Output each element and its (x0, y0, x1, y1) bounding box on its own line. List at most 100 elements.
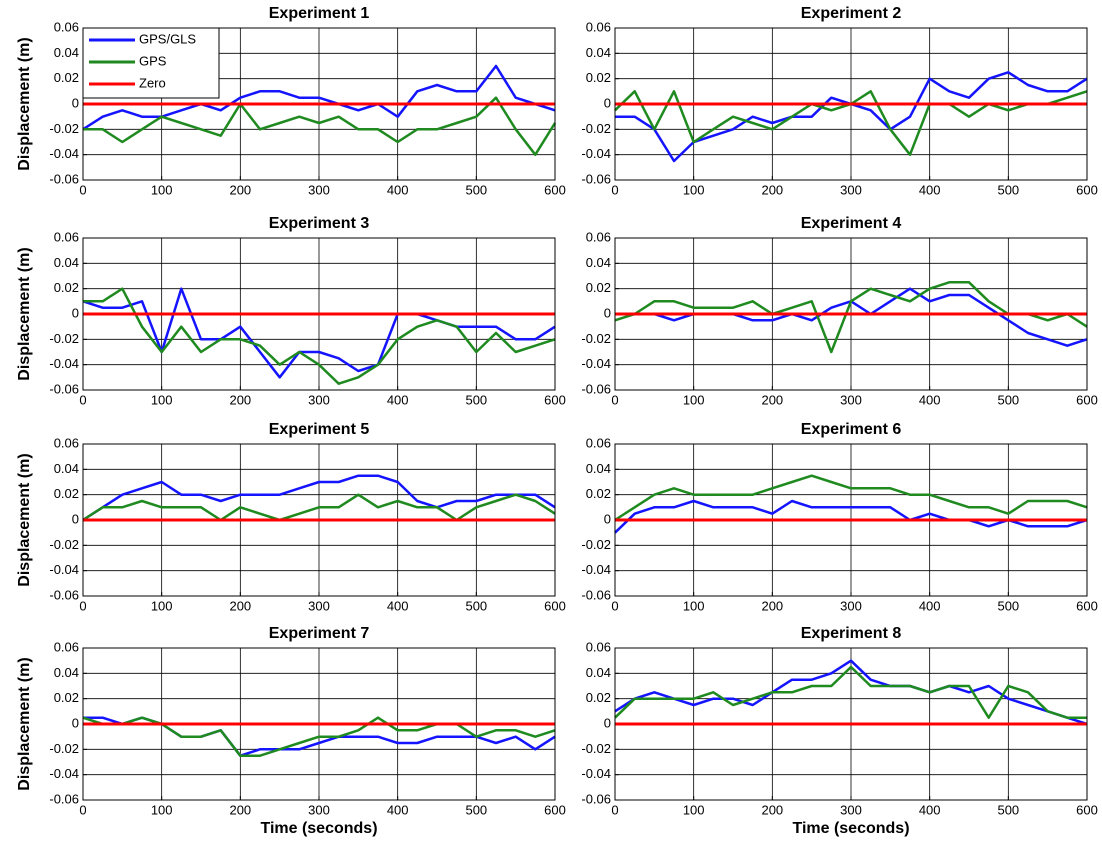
x-tick-label: 0 (611, 802, 618, 817)
chart-title: Experiment 8 (801, 625, 902, 642)
series-line (83, 96, 557, 156)
y-tick-label: 0.06 (586, 229, 611, 244)
x-tick-label: 400 (919, 182, 941, 197)
y-tick-label: 0.06 (54, 229, 79, 244)
x-tick-label: 600 (544, 182, 566, 197)
plot-frame (82, 647, 556, 801)
x-tick-label: 300 (308, 598, 330, 613)
y-tick-label: 0.02 (54, 280, 79, 295)
chart-title: Experiment 6 (801, 421, 902, 438)
y-tick-label: -0.06 (49, 381, 79, 396)
chart-title: Experiment 2 (801, 5, 902, 22)
legend-label: Zero (139, 75, 166, 90)
x-tick-label: 300 (840, 802, 862, 817)
x-tick-label: 100 (151, 182, 173, 197)
x-tick-label: 200 (229, 392, 251, 407)
x-tick-label: 400 (387, 392, 409, 407)
y-tick-label: 0.04 (586, 45, 611, 60)
chart-title: Experiment 5 (269, 421, 370, 438)
x-tick-label: 400 (919, 802, 941, 817)
y-tick-label: -0.04 (581, 356, 611, 371)
x-tick-label: 200 (229, 598, 251, 613)
y-tick-label: -0.02 (581, 331, 611, 346)
x-tick-label: 600 (1076, 392, 1098, 407)
x-axis-label: Time (seconds) (792, 820, 909, 837)
y-tick-label: 0.02 (586, 690, 611, 705)
y-tick-label: -0.06 (49, 171, 79, 186)
chart-title: Experiment 4 (801, 215, 902, 232)
y-tick-label: 0.06 (586, 639, 611, 654)
y-axis-label: Displacement (m) (16, 247, 33, 380)
x-tick-label: 0 (611, 598, 618, 613)
x-tick-label: 200 (761, 392, 783, 407)
y-tick-label: 0.06 (54, 435, 79, 450)
plot-frame (614, 443, 1088, 597)
y-tick-label: 0.04 (54, 461, 79, 476)
x-tick-label: 100 (683, 392, 705, 407)
x-tick-label: 200 (761, 182, 783, 197)
y-tick-label: 0 (72, 511, 79, 526)
y-tick-label: -0.02 (581, 537, 611, 552)
chart-title: Experiment 3 (269, 215, 370, 232)
x-tick-label: 400 (919, 598, 941, 613)
y-tick-label: -0.02 (49, 331, 79, 346)
x-tick-label: 0 (79, 598, 86, 613)
x-tick-label: 600 (544, 802, 566, 817)
x-tick-label: 600 (544, 392, 566, 407)
series-line (614, 665, 1087, 719)
x-tick-label: 500 (997, 802, 1019, 817)
x-tick-label: 600 (1076, 802, 1098, 817)
series-line (614, 474, 1088, 522)
y-tick-label: -0.04 (49, 766, 79, 781)
x-tick-label: 500 (997, 598, 1019, 613)
y-tick-label: -0.06 (581, 381, 611, 396)
y-tick-label: -0.02 (581, 121, 611, 136)
x-tick-label: 300 (840, 182, 862, 197)
y-tick-label: 0.06 (586, 435, 611, 450)
x-tick-label: 0 (79, 392, 86, 407)
y-tick-label: 0.06 (586, 19, 611, 34)
x-tick-label: 0 (79, 802, 86, 817)
y-tick-label: 0 (72, 305, 79, 320)
y-axis-label: Displacement (m) (16, 37, 33, 170)
series-line (82, 474, 556, 522)
y-tick-label: 0.02 (54, 70, 79, 85)
y-tick-label: -0.06 (49, 791, 79, 806)
x-tick-label: 400 (387, 598, 409, 613)
y-axis-label: Displacement (m) (16, 657, 33, 790)
x-tick-label: 600 (1076, 598, 1098, 613)
x-tick-label: 300 (308, 392, 330, 407)
series-line (614, 659, 1088, 726)
x-tick-label: 200 (761, 598, 783, 613)
x-tick-label: 100 (151, 802, 173, 817)
y-tick-label: -0.06 (49, 587, 79, 602)
x-tick-label: 500 (465, 182, 487, 197)
x-axis-label: Time (seconds) (260, 820, 377, 837)
y-tick-label: -0.06 (581, 791, 611, 806)
plot-frame (82, 27, 556, 181)
plot-frame (82, 443, 556, 597)
y-tick-label: 0.02 (586, 486, 611, 501)
x-tick-label: 100 (151, 392, 173, 407)
y-tick-label: 0.04 (54, 665, 79, 680)
y-tick-label: -0.02 (49, 537, 79, 552)
y-tick-label: -0.04 (581, 146, 611, 161)
x-tick-label: 400 (919, 392, 941, 407)
y-tick-label: 0.02 (586, 280, 611, 295)
series-line (82, 493, 556, 522)
x-tick-label: 300 (308, 802, 330, 817)
y-tick-label: 0.04 (586, 461, 611, 476)
x-tick-label: 100 (683, 802, 705, 817)
y-tick-label: 0 (72, 95, 79, 110)
y-tick-label: -0.04 (581, 562, 611, 577)
x-tick-label: 500 (997, 392, 1019, 407)
x-tick-label: 600 (1076, 182, 1098, 197)
x-tick-label: 100 (683, 182, 705, 197)
x-tick-label: 200 (761, 802, 783, 817)
series-line (83, 287, 556, 385)
x-tick-label: 400 (387, 182, 409, 197)
x-tick-label: 500 (465, 802, 487, 817)
plot-frame (614, 647, 1088, 801)
y-tick-label: -0.06 (581, 171, 611, 186)
